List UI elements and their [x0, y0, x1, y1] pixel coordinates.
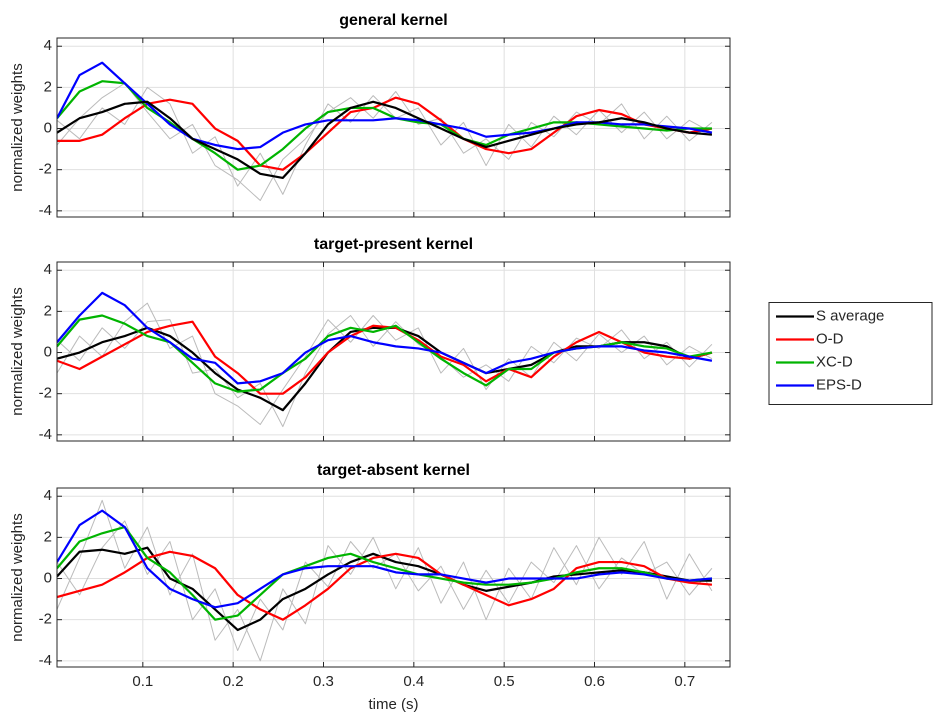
x-axis-label: time (s) — [369, 696, 419, 713]
x-tick-label: 0.6 — [584, 673, 605, 690]
series-line — [57, 326, 713, 412]
x-tick-label: 0.1 — [132, 673, 153, 690]
axes-box — [56, 261, 731, 442]
x-tick-label: 0.4 — [403, 673, 424, 690]
y-tick-label: 4 — [44, 261, 52, 278]
x-tick-label: 0.5 — [494, 673, 515, 690]
series-line — [57, 520, 713, 652]
series-line — [57, 96, 713, 171]
chart-title: general kernel — [339, 12, 448, 29]
series-line — [57, 499, 713, 662]
y-tick-label: -2 — [39, 385, 52, 402]
x-tick-label: 0.3 — [313, 673, 334, 690]
series-line — [57, 320, 713, 395]
series-line — [57, 509, 713, 609]
y-tick-label: -4 — [39, 202, 52, 219]
y-tick-label: 0 — [44, 569, 52, 586]
legend-label: XC-D — [816, 353, 853, 370]
axes-box — [56, 487, 731, 668]
y-tick-label: 4 — [44, 37, 52, 54]
series-line — [57, 100, 713, 180]
legend-box — [768, 302, 933, 405]
y-tick-label: 2 — [44, 302, 52, 319]
y-tick-label: -4 — [39, 426, 52, 443]
y-tick-label: 2 — [44, 528, 52, 545]
legend-label: S average — [816, 307, 884, 324]
chart-title: target-present kernel — [314, 236, 473, 253]
y-tick-label: 0 — [44, 119, 52, 136]
y-axis-label: normalized weights — [9, 63, 26, 191]
series-line — [57, 291, 713, 385]
y-tick-label: 2 — [44, 78, 52, 95]
y-tick-label: 0 — [44, 343, 52, 360]
y-tick-label: -2 — [39, 611, 52, 628]
plot-area — [57, 61, 713, 202]
x-tick-label: 0.7 — [674, 673, 695, 690]
legend-label: O-D — [816, 330, 844, 347]
plot-area — [57, 499, 713, 662]
series-line — [57, 80, 712, 171]
legend-label: EPS-D — [816, 376, 862, 393]
y-tick-label: 4 — [44, 487, 52, 504]
series-line — [57, 550, 713, 621]
y-tick-label: -4 — [39, 652, 52, 669]
series-line — [57, 525, 713, 621]
chart-title: target-absent kernel — [317, 462, 470, 479]
y-axis-label: normalized weights — [9, 287, 26, 415]
y-tick-label: -2 — [39, 161, 52, 178]
series-line — [57, 546, 712, 632]
plot-area — [57, 291, 713, 428]
x-tick-label: 0.2 — [223, 673, 244, 690]
axes-box — [56, 37, 731, 218]
y-axis-label: normalized weights — [9, 513, 26, 641]
series-line — [57, 82, 713, 202]
